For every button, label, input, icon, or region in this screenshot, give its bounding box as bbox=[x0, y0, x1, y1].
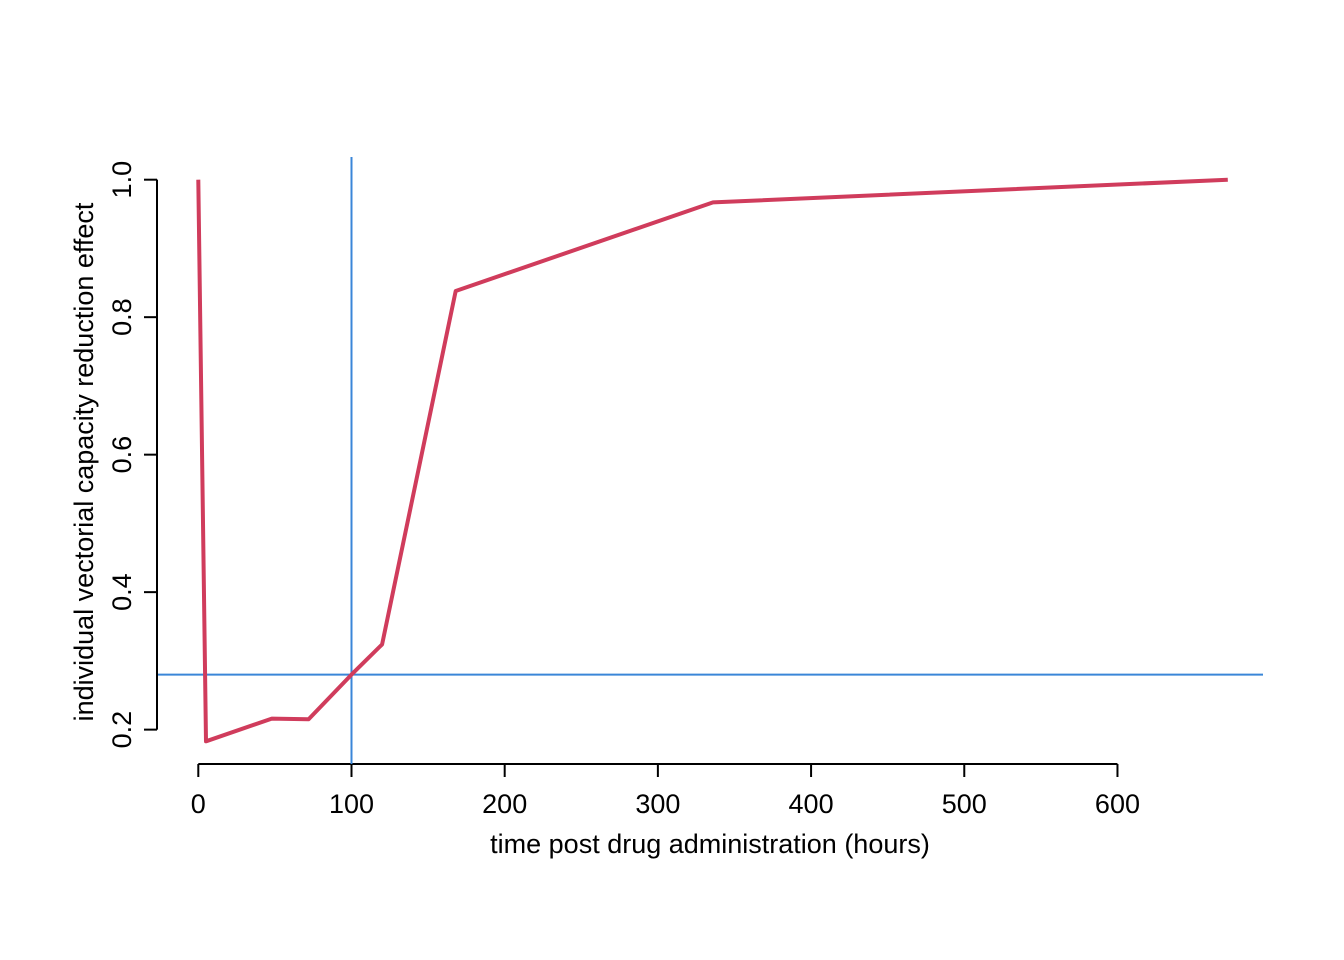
series-group bbox=[196, 177, 1228, 744]
x-axis: 0 100 200 300 400 500 600 bbox=[191, 763, 1140, 819]
x-tick-label: 200 bbox=[482, 789, 527, 819]
x-axis-label: time post drug administration (hours) bbox=[490, 829, 930, 859]
x-tick-label: 300 bbox=[635, 789, 680, 819]
x-tick-label: 0 bbox=[191, 789, 206, 819]
x-tick-label: 500 bbox=[942, 789, 987, 819]
reference-lines bbox=[158, 157, 1263, 764]
y-tick-label: 0.8 bbox=[107, 298, 137, 336]
y-tick-label: 1.0 bbox=[107, 161, 137, 199]
y-tick-label: 0.4 bbox=[107, 573, 137, 611]
y-axis-label: individual vectorial capacity reduction … bbox=[69, 202, 99, 721]
x-tick-label: 100 bbox=[329, 789, 374, 819]
y-tick-label: 0.2 bbox=[107, 711, 137, 749]
y-axis: 0.2 0.4 0.6 0.8 1.0 bbox=[107, 161, 158, 749]
series-line bbox=[196, 177, 1228, 744]
x-tick-label: 400 bbox=[789, 789, 834, 819]
y-tick-label: 0.6 bbox=[107, 436, 137, 474]
x-tick-label: 600 bbox=[1095, 789, 1140, 819]
